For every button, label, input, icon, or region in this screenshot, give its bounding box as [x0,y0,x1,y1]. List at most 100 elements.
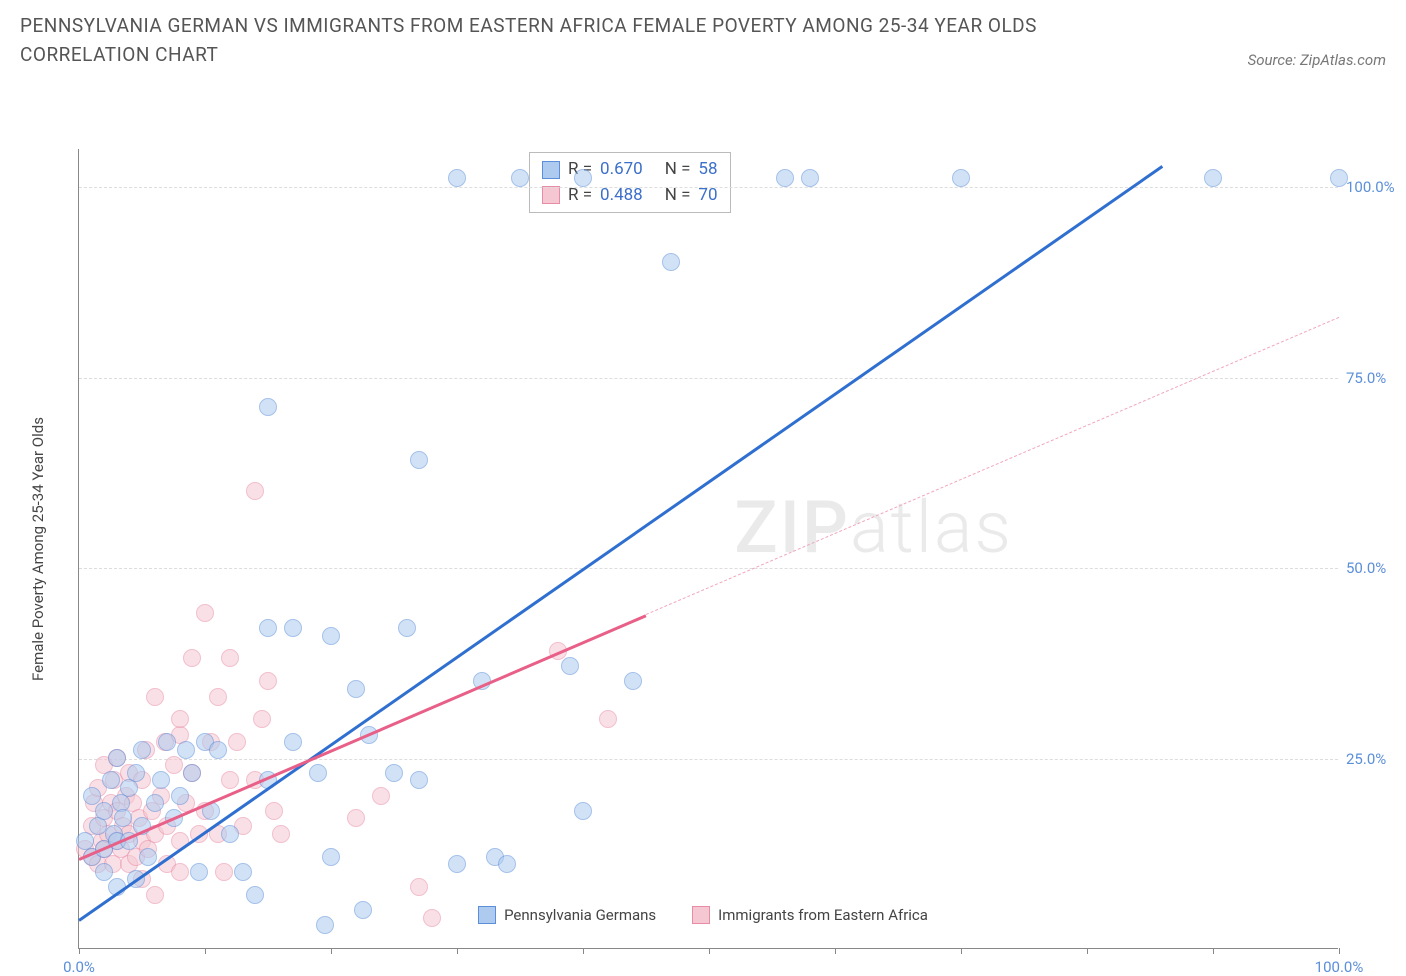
data-point [372,787,390,805]
x-tick [1087,948,1088,954]
y-tick-label: 100.0% [1346,178,1406,196]
y-tick-label: 50.0% [1346,559,1406,577]
data-point [95,802,113,820]
data-point [196,604,214,622]
data-point [511,169,529,187]
chart-title: PENNSYLVANIA GERMAN VS IMMIGRANTS FROM E… [20,12,1120,69]
data-point [574,169,592,187]
data-point [574,802,592,820]
data-point [171,787,189,805]
data-point [183,764,201,782]
data-point [599,710,617,728]
data-point [259,672,277,690]
legend-label: Immigrants from Eastern Africa [718,906,928,924]
legend-swatch [692,906,710,924]
data-point [158,733,176,751]
data-point [1204,169,1222,187]
gridline [79,568,1338,569]
data-point [95,863,113,881]
x-tick [457,948,458,954]
legend: Pennsylvania Germans Immigrants from East… [0,906,1406,924]
data-point [322,848,340,866]
data-point [139,848,157,866]
data-point [265,802,283,820]
chart-source: Source: ZipAtlas.com [1248,51,1386,69]
data-point [165,756,183,774]
data-point [171,863,189,881]
data-point [114,809,132,827]
data-point [259,398,277,416]
data-point [221,825,239,843]
data-point [498,855,516,873]
legend-swatch [542,186,560,204]
chart-header: PENNSYLVANIA GERMAN VS IMMIGRANTS FROM E… [0,0,1406,77]
data-point [127,764,145,782]
data-point [347,680,365,698]
x-tick [79,948,80,954]
data-point [272,825,290,843]
data-point [385,764,403,782]
data-point [347,809,365,827]
data-point [209,741,227,759]
data-point [246,886,264,904]
trend-line-extrapolated [646,317,1339,615]
y-tick-label: 25.0% [1346,750,1406,768]
data-point [228,733,246,751]
data-point [398,619,416,637]
stats-row: R = 0.670N = 58 [542,157,718,183]
legend-swatch [542,161,560,179]
legend-item: Immigrants from Eastern Africa [692,906,928,924]
x-tick [205,948,206,954]
data-point [448,855,466,873]
data-point [83,787,101,805]
legend-item: Pennsylvania Germans [478,906,656,924]
data-point [801,169,819,187]
stat-r-value: 0.670 [600,157,643,183]
x-tick [1339,948,1340,954]
stat-n-label: N = [665,157,691,183]
data-point [322,627,340,645]
data-point [215,863,233,881]
data-point [108,749,126,767]
y-axis-title: Female Poverty Among 25-34 Year Olds [29,417,47,681]
gridline [79,187,1338,188]
data-point [146,886,164,904]
x-tick-label: 0.0% [63,958,95,976]
gridline [79,378,1338,379]
data-point [410,451,428,469]
stats-box: R = 0.670N = 58R = 0.488N = 70 [529,152,731,213]
data-point [448,169,466,187]
data-point [284,733,302,751]
stat-n-value: 58 [698,157,717,183]
data-point [253,710,271,728]
data-point [246,482,264,500]
data-point [410,771,428,789]
data-point [177,741,195,759]
data-point [259,619,277,637]
data-point [221,649,239,667]
data-point [952,169,970,187]
data-point [309,764,327,782]
data-point [146,688,164,706]
data-point [284,619,302,637]
data-point [190,863,208,881]
data-point [410,878,428,896]
legend-label: Pennsylvania Germans [504,906,656,924]
data-point [776,169,794,187]
data-point [102,771,120,789]
data-point [234,863,252,881]
plot-area: ZIPatlas R = 0.670N = 58R = 0.488N = 70 … [78,149,1338,949]
data-point [171,710,189,728]
x-tick [331,948,332,954]
y-tick-label: 75.0% [1346,369,1406,387]
data-point [146,794,164,812]
legend-swatch [478,906,496,924]
x-tick [961,948,962,954]
x-tick [835,948,836,954]
x-tick-label: 100.0% [1315,958,1364,976]
x-tick [583,948,584,954]
data-point [221,771,239,789]
data-point [152,771,170,789]
x-tick [1213,948,1214,954]
gridline [79,759,1338,760]
